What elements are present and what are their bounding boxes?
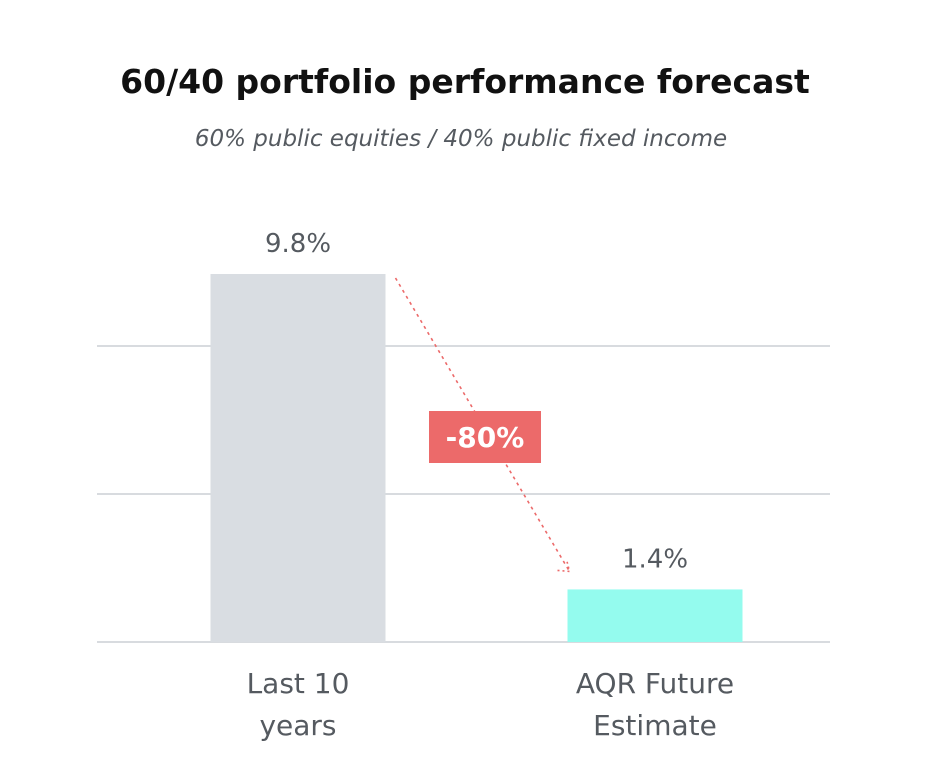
bars	[210, 274, 743, 642]
bar	[210, 274, 386, 642]
bar	[567, 589, 743, 642]
change-arrow: -80%	[394, 277, 571, 573]
chart-title: 60/40 portfolio performance forecast	[120, 62, 810, 101]
category-label: Estimate	[593, 709, 717, 742]
labels: 9.8% Last 10 years 1.4% AQR Future Estimate	[247, 229, 735, 742]
value-label: 1.4%	[622, 544, 688, 574]
chart-subtitle: 60% public equities / 40% public fixed i…	[195, 126, 727, 152]
change-badge	[429, 411, 541, 463]
change-label: -80%	[446, 421, 525, 454]
value-label: 9.8%	[265, 229, 331, 259]
category-label: Last 10	[247, 667, 350, 700]
category-label: AQR Future	[576, 667, 734, 700]
category-label: years	[259, 709, 336, 742]
change-arrow-head	[557, 559, 571, 573]
